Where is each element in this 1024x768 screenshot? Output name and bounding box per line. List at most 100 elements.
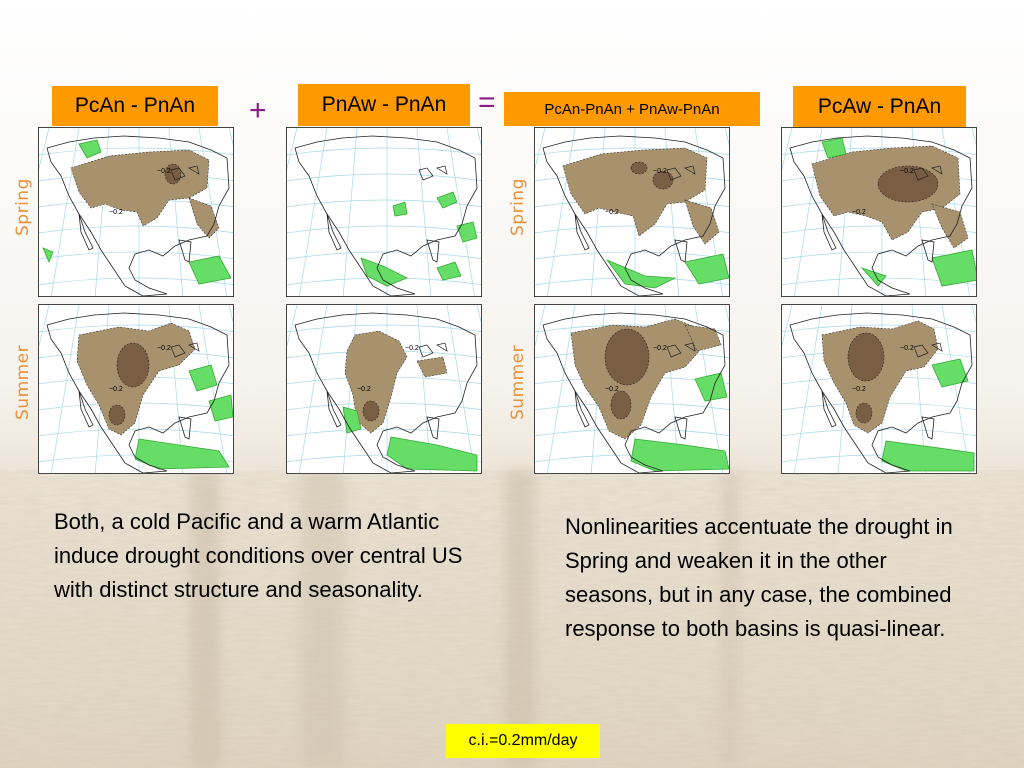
caption-left: Both, a cold Pacific and a warm Atlantic… [54, 509, 463, 602]
map-canvas: −0.2 −0.2 [782, 128, 976, 296]
row-label-summer-left: Summer [13, 344, 33, 420]
strong-dry-anomaly-region [652, 170, 674, 190]
row-label-spring-right: Spring [508, 178, 528, 236]
wet-anomaly-region [188, 364, 218, 392]
map-canvas: −0.2 −0.2 [535, 128, 729, 296]
contour-label: −0.2 [852, 209, 866, 216]
wet-anomaly-region [342, 406, 362, 434]
strong-dry-anomaly-region [604, 328, 650, 386]
coastline-florida [178, 416, 192, 440]
contour-label: −0.2 [357, 386, 371, 393]
map-panel-spring-combined: −0.2 −0.2 [534, 127, 730, 297]
wet-anomaly-region [821, 137, 847, 159]
strong-dry-anomaly-region [108, 404, 126, 426]
wet-anomaly-region [208, 394, 233, 422]
map-canvas: −0.2 −0.2 [287, 305, 481, 473]
great-lakes [913, 165, 943, 181]
contour-label: −0.2 [109, 209, 123, 216]
dry-anomaly-region [684, 324, 722, 352]
plus-operator: + [249, 94, 267, 127]
coastline [294, 135, 478, 296]
coastline-baja [821, 390, 837, 428]
wet-anomaly-region [42, 247, 54, 264]
wet-anomaly-region [436, 261, 462, 281]
map-panel-summer-pcan: −0.2 −0.2 [38, 304, 234, 474]
coastline [542, 135, 726, 296]
wet-anomaly-region [78, 139, 102, 159]
dry-anomaly-region [684, 199, 720, 245]
wet-anomaly-region [630, 438, 729, 472]
wet-anomaly-region [694, 372, 728, 402]
great-lakes [666, 342, 696, 358]
contour-label: −0.2 [157, 168, 171, 175]
contour-label: −0.2 [109, 386, 123, 393]
coastline [789, 135, 973, 296]
coastline [46, 135, 230, 296]
coastline-baja [574, 213, 590, 251]
contour-label: −0.2 [852, 386, 866, 393]
strong-dry-anomaly-region [855, 402, 873, 424]
column-label-pcaw-pnan: PcAw - PnAn [793, 86, 966, 128]
wet-anomaly-region [188, 255, 232, 285]
equals-operator: = [478, 86, 496, 119]
coastline-florida [921, 239, 935, 263]
wet-anomaly-region [684, 253, 729, 285]
coastline-florida [178, 239, 192, 263]
dry-anomaly-region [562, 147, 708, 237]
strong-dry-anomaly-region [630, 161, 648, 175]
wet-anomaly-region [881, 440, 975, 472]
coastline-florida [674, 239, 688, 263]
contour-label: −0.2 [405, 345, 419, 352]
wet-anomaly-region [436, 191, 458, 209]
contour-label: −0.2 [900, 345, 914, 352]
map-panel-summer-pcaw: −0.2 −0.2 [781, 304, 977, 474]
map-panel-spring-pnaw [286, 127, 482, 297]
great-lakes [170, 165, 200, 181]
wet-anomaly-region [134, 438, 230, 470]
column-label-pnaw-pnan: PnAw - PnAn [298, 84, 470, 126]
great-lakes [666, 165, 696, 181]
row-label-summer-right: Summer [508, 344, 528, 420]
coastline-florida [921, 416, 935, 440]
map-canvas: −0.2 −0.2 [535, 305, 729, 473]
coastline-florida [674, 416, 688, 440]
contour-label: −0.2 [653, 168, 667, 175]
coastline [294, 312, 478, 473]
wet-anomaly-region [605, 259, 677, 289]
map-panel-summer-pnaw: −0.2 −0.2 [286, 304, 482, 474]
coastline-florida [426, 239, 440, 263]
map-panel-spring-pcan: −0.2 −0.2 [38, 127, 234, 297]
map-canvas: −0.2 −0.2 [782, 305, 976, 473]
contour-interval-badge: c.i.=0.2mm/day [446, 724, 600, 758]
strong-dry-anomaly-region [877, 165, 939, 203]
contour-label: −0.2 [653, 345, 667, 352]
dry-anomaly-region [821, 320, 939, 434]
dry-anomaly-region [344, 330, 408, 434]
wet-anomaly-region [456, 221, 478, 243]
contour-label: −0.2 [900, 168, 914, 175]
contour-label: −0.2 [605, 209, 619, 216]
coastline-baja [326, 390, 342, 428]
great-lakes [170, 342, 200, 358]
coastline [789, 312, 973, 473]
wet-anomaly-region [860, 267, 887, 287]
dry-anomaly-region [416, 356, 448, 378]
coastline-baja [78, 213, 94, 251]
column-label-pcan-pnan: PcAn - PnAn [52, 86, 218, 126]
great-lakes [418, 342, 448, 358]
wet-anomaly-region [931, 249, 976, 287]
great-lakes [418, 165, 448, 181]
wet-anomaly-region [386, 436, 478, 472]
strong-dry-anomaly-region [362, 400, 380, 422]
great-lakes [913, 342, 943, 358]
map-panel-summer-combined: −0.2 −0.2 [534, 304, 730, 474]
map-canvas: −0.2 −0.2 [39, 128, 233, 296]
map-canvas: −0.2 −0.2 [39, 305, 233, 473]
coastline-baja [821, 213, 837, 251]
contour-label: −0.2 [605, 386, 619, 393]
wet-anomaly-region [392, 201, 408, 217]
caption-right: Nonlinearities accentuate the drought in… [565, 514, 953, 641]
map-panel-spring-pcaw: −0.2 −0.2 [781, 127, 977, 297]
coastline-baja [574, 390, 590, 428]
coastline-baja [78, 390, 94, 428]
